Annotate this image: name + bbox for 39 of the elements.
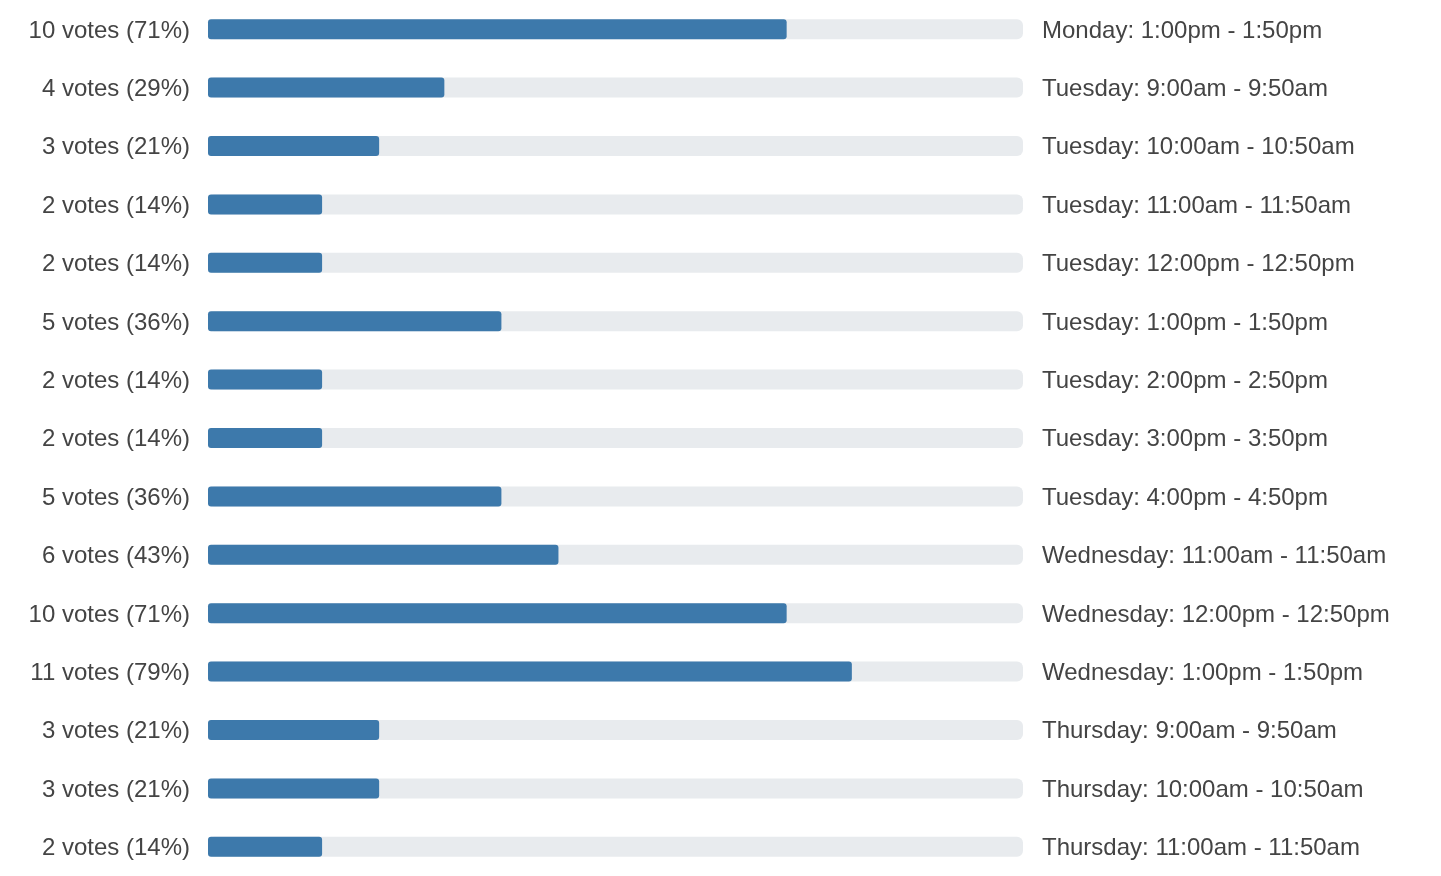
bar	[208, 194, 323, 215]
y-tick-label: Wednesday: 1:00pm - 1:50pm	[1042, 658, 1364, 685]
y-tick-label: Tuesday: 4:00pm - 4:50pm	[1042, 482, 1328, 510]
bar	[208, 77, 445, 98]
y-tick-label: Tuesday: 10:00am - 10:50am	[1042, 132, 1355, 160]
data-label: 11 votes (79%)	[30, 658, 190, 685]
bar	[208, 252, 323, 273]
data-label: 2 votes (14%)	[41, 366, 190, 393]
data-label: 5 votes (36%)	[41, 307, 190, 335]
y-tick-label: Monday: 1:00pm - 1:50pm	[1042, 15, 1323, 43]
data-label: 5 votes (36%)	[41, 482, 190, 510]
data-label: 6 votes (43%)	[41, 541, 190, 569]
y-tick-label: Thursday: 10:00am - 10:50am	[1042, 774, 1364, 802]
data-label: 3 votes (21%)	[41, 132, 190, 160]
bar	[208, 428, 323, 448]
data-label: 4 votes (29%)	[41, 74, 190, 101]
y-tick-label: Tuesday: 11:00am - 11:50am	[1042, 190, 1352, 218]
y-tick-label: Tuesday: 2:00pm - 2:50pm	[1042, 366, 1328, 393]
bar	[208, 836, 323, 857]
y-tick-label: Wednesday: 11:00am - 11:50am	[1042, 541, 1387, 569]
data-label: 10 votes (71%)	[28, 15, 190, 43]
y-tick-label: Tuesday: 9:00am - 9:50am	[1042, 74, 1328, 101]
data-label: 3 votes (21%)	[41, 774, 190, 802]
data-label: 2 votes (14%)	[41, 190, 190, 218]
data-label: 3 votes (21%)	[41, 716, 190, 744]
y-tick-label: Tuesday: 3:00pm - 3:50pm	[1042, 424, 1328, 452]
y-tick-label: Tuesday: 12:00pm - 12:50pm	[1042, 249, 1355, 277]
data-label: 2 votes (14%)	[41, 249, 190, 277]
bar	[208, 369, 323, 390]
bar	[208, 778, 380, 799]
y-tick-label: Thursday: 11:00am - 11:50am	[1042, 833, 1360, 861]
bar	[208, 136, 380, 156]
data-label: 10 votes (71%)	[28, 599, 190, 627]
y-tick-label: Tuesday: 1:00pm - 1:50pm	[1042, 307, 1328, 335]
data-label: 2 votes (14%)	[41, 424, 190, 452]
y-tick-label: Thursday: 9:00am - 9:50am	[1042, 716, 1337, 744]
y-tick-label: Wednesday: 12:00pm - 12:50pm	[1042, 599, 1390, 627]
data-label: 2 votes (14%)	[41, 833, 190, 861]
bar	[208, 720, 380, 740]
